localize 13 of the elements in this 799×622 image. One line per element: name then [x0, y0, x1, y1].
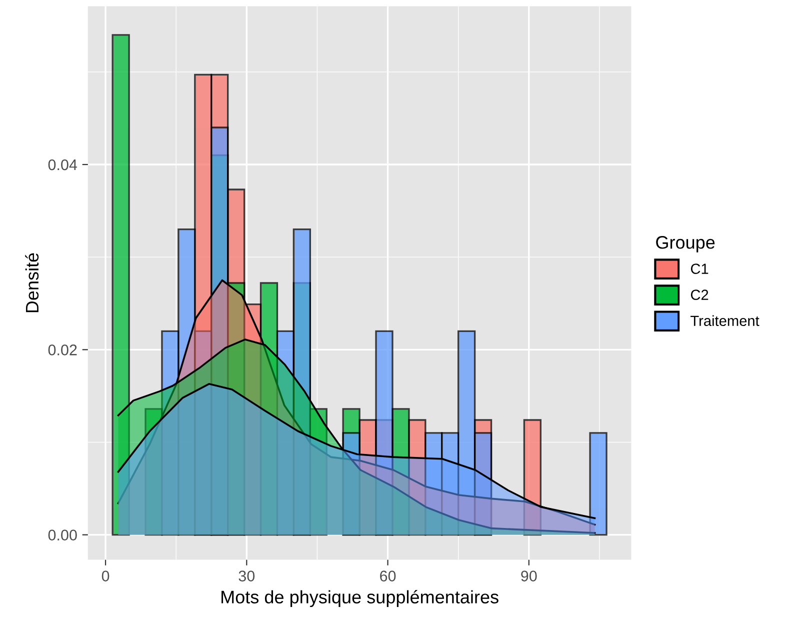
x-tick-label: 90	[521, 570, 537, 582]
y-axis-title: Densité	[25, 253, 39, 312]
legend-label: C1	[690, 264, 708, 274]
x-tick-label: 0	[102, 570, 110, 582]
legend-label: Traitement	[690, 315, 760, 326]
legend-title: Groupe	[656, 236, 715, 252]
y-tick-label: 0.02	[48, 344, 77, 356]
y-tick-label: 0.00	[48, 530, 77, 540]
x-tick-label: 60	[380, 570, 396, 582]
y-tick-label: 0.04	[48, 159, 78, 170]
legend-label: C2	[690, 290, 708, 300]
x-tick-label: 30	[238, 570, 255, 582]
x-axis-title: Mots de physique supplémentaires	[222, 590, 498, 608]
